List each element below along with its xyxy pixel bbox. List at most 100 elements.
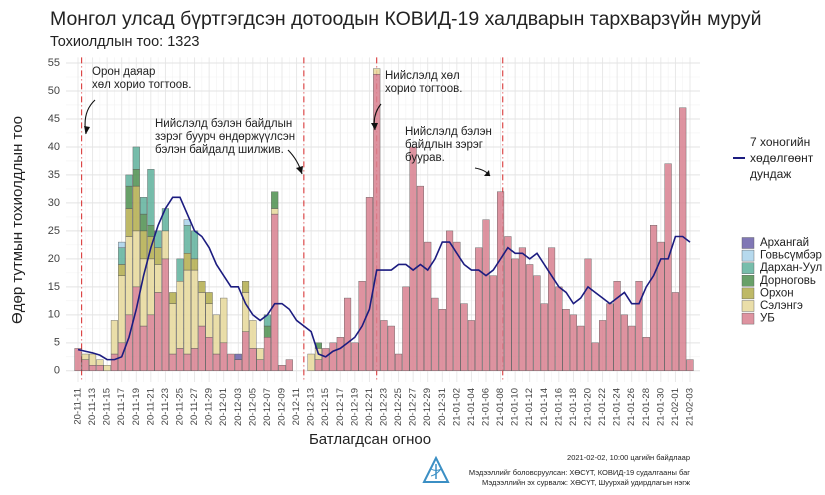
bar-segment	[147, 258, 155, 316]
bar-segment	[191, 269, 199, 349]
bar-segment	[205, 303, 213, 338]
bar-segment	[453, 241, 461, 372]
y-tick-label: 35	[48, 169, 60, 181]
bar-segment	[344, 297, 352, 372]
bar-segment	[650, 225, 658, 372]
legend-label: Орхон	[760, 287, 794, 299]
bar-segment	[657, 241, 665, 372]
moving-average-line	[77, 196, 691, 361]
bar-segment	[577, 325, 585, 372]
y-tick-label: 30	[48, 197, 60, 209]
bar-segment	[118, 275, 126, 344]
bar-segment	[161, 208, 169, 232]
bar-segment	[191, 348, 199, 372]
bar-segment	[467, 320, 475, 372]
legend-swatch	[741, 287, 755, 300]
bar-segment	[125, 236, 133, 316]
bar-segment	[329, 342, 337, 372]
bar-segment	[154, 247, 162, 265]
bar-segment	[628, 325, 636, 372]
bar-segment	[511, 258, 519, 372]
bar-segment	[263, 325, 271, 338]
bar-segment	[132, 169, 140, 187]
y-tick-label: 25	[48, 225, 60, 237]
x-tick-label: 20-12-05	[247, 388, 258, 426]
x-tick-label: 20-11-27	[189, 388, 200, 425]
bar-segment	[183, 253, 191, 271]
x-tick-label: 20-12-13	[306, 388, 317, 426]
legend-swatch	[741, 300, 755, 312]
bar-segment	[606, 303, 614, 372]
bar-segment	[227, 353, 235, 372]
bar-segment	[234, 353, 242, 360]
bar-segment	[242, 331, 250, 372]
x-tick-label: 20-11-19	[131, 388, 142, 425]
bar-segment	[569, 314, 577, 372]
x-tick-label: 21-01-10	[510, 388, 521, 426]
bar-segment	[205, 337, 213, 372]
arrow-head	[296, 166, 303, 174]
bar-segment	[540, 303, 548, 372]
x-tick-label: 20-12-09	[277, 388, 288, 426]
bar-segment	[409, 146, 417, 372]
bar-segment	[431, 297, 439, 372]
bar-segment	[526, 264, 534, 372]
bar-segment	[147, 169, 155, 226]
y-tick-label: 40	[48, 141, 60, 153]
bar-segment	[242, 281, 250, 293]
bar-segment	[191, 258, 199, 271]
bar-segment	[591, 342, 599, 372]
bar-segment	[635, 281, 643, 372]
bar-segment	[176, 348, 184, 372]
bar-segment	[271, 208, 279, 215]
legend-label: Дорноговь	[760, 275, 816, 287]
bar-segment	[161, 230, 169, 260]
x-tick-label: 20-11-13	[87, 388, 98, 425]
x-tick-label: 21-01-30	[655, 388, 666, 426]
x-tick-label: 20-12-17	[335, 388, 346, 426]
bar-segment	[191, 230, 199, 260]
bar-segment	[642, 337, 650, 372]
arrow-head	[371, 123, 378, 130]
y-tick-label: 5	[54, 337, 60, 349]
x-tick-label: 20-12-23	[379, 388, 390, 426]
bar-segment	[446, 230, 454, 372]
x-tick-label: 21-01-18	[568, 388, 579, 426]
x-tick-label: 21-01-22	[597, 388, 608, 426]
y-tick-label: 50	[48, 85, 60, 97]
x-tick-label: 21-02-01	[670, 388, 681, 426]
x-tick-label: 20-11-21	[145, 388, 156, 425]
x-tick-label: 20-12-25	[393, 388, 404, 426]
bar-segment	[387, 325, 395, 372]
bar-segment	[81, 359, 89, 372]
bar-segment	[118, 247, 126, 265]
bar-segment	[198, 281, 206, 293]
bar-segment	[351, 342, 359, 372]
bar-segment	[140, 230, 148, 260]
y-tick-label: 15	[48, 281, 60, 293]
bar-segment	[176, 281, 184, 349]
bar-segment	[89, 353, 97, 366]
bar-segment	[198, 325, 206, 372]
x-tick-label: 20-12-27	[408, 388, 419, 426]
bar-segment	[489, 275, 497, 372]
legend-label: Дархан-Уул	[760, 262, 822, 274]
bar-segment	[482, 219, 490, 372]
bar-segment	[365, 197, 373, 372]
bar-segment	[497, 191, 505, 372]
bar-segment	[125, 185, 133, 209]
bar-segment	[96, 365, 104, 372]
bar-segment	[205, 292, 213, 304]
bar-segment	[584, 258, 592, 372]
bar-segment	[599, 320, 607, 372]
x-tick-label: 21-01-28	[641, 388, 652, 426]
bar-segment	[518, 247, 526, 372]
x-tick-label: 20-11-29	[204, 388, 215, 425]
x-tick-label: 20-12-07	[262, 388, 273, 426]
x-tick-label: 20-11-17	[116, 388, 127, 425]
x-tick-label: 20-12-31	[437, 388, 448, 426]
x-axis-title: Батлагдсан огноо	[309, 431, 431, 448]
y-tick-label: 45	[48, 113, 60, 125]
footer-source: Мэдээллийн эх сурвалж: ХӨСҮТ, Шуурхай уд…	[482, 478, 690, 487]
